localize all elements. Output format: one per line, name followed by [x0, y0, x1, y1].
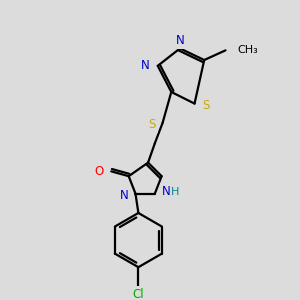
Text: CH₃: CH₃: [237, 45, 258, 55]
Text: S: S: [202, 99, 210, 112]
Text: H: H: [171, 187, 180, 197]
Text: N: N: [120, 189, 129, 202]
Text: Cl: Cl: [133, 288, 144, 300]
Text: N: N: [141, 59, 150, 72]
Text: N: N: [162, 185, 170, 198]
Text: O: O: [94, 165, 104, 178]
Text: N: N: [176, 34, 184, 47]
Text: S: S: [148, 118, 156, 131]
